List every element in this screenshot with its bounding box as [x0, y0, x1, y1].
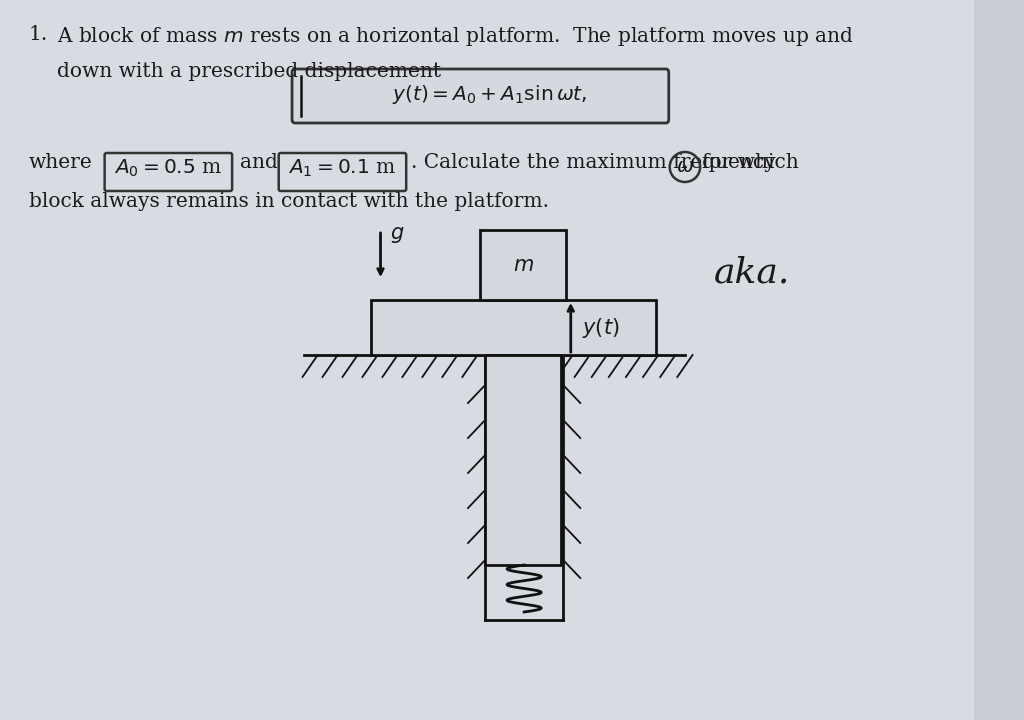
Text: $m$: $m$: [513, 256, 534, 274]
Text: $A_1 = 0.1$ m: $A_1 = 0.1$ m: [289, 158, 396, 179]
Text: $A_0 = 0.5$ m: $A_0 = 0.5$ m: [115, 158, 222, 179]
Bar: [371, 300, 656, 355]
Text: block always remains in contact with the platform.: block always remains in contact with the…: [29, 192, 549, 211]
FancyBboxPatch shape: [292, 69, 669, 123]
Text: $\omega$: $\omega$: [676, 156, 694, 176]
Text: down with a prescribed displacement: down with a prescribed displacement: [57, 62, 441, 81]
Text: . Calculate the maximum frequency: . Calculate the maximum frequency: [411, 153, 775, 172]
Text: $g$: $g$: [390, 225, 404, 245]
Text: 1.: 1.: [29, 25, 48, 44]
Text: $y(t)$: $y(t)$: [583, 315, 620, 340]
Text: and: and: [240, 153, 278, 172]
Text: for which: for which: [702, 153, 799, 172]
Text: aka.: aka.: [714, 255, 790, 289]
Bar: [485, 355, 561, 565]
Bar: [480, 230, 566, 300]
Text: where: where: [29, 153, 92, 172]
Text: $y(t) = A_0 + A_1 \sin \omega t,$: $y(t) = A_0 + A_1 \sin \omega t,$: [392, 83, 588, 106]
Text: A block of mass $m$ rests on a horizontal platform.  The platform moves up and: A block of mass $m$ rests on a horizonta…: [57, 25, 854, 48]
